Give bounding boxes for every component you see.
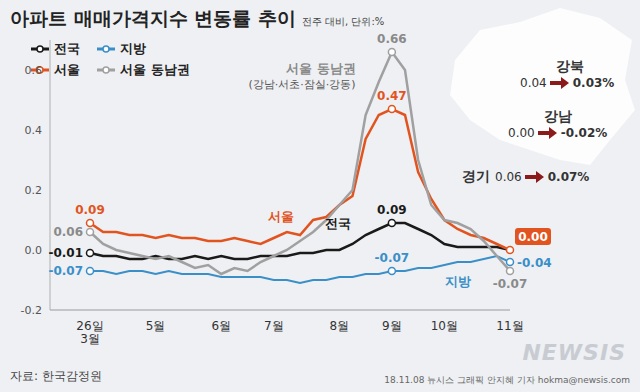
html-text:-0.02%: -0.02%	[560, 126, 608, 140]
svg-text:0.09: 0.09	[75, 203, 105, 217]
html-text:경기 0.06: 경기 0.06	[462, 168, 522, 184]
svg-text:10월: 10월	[431, 319, 458, 333]
html-text:지방: 지방	[120, 41, 146, 56]
svg-text:0.06: 0.06	[53, 225, 83, 239]
html-text:전국: 전국	[54, 41, 80, 56]
svg-text:0.0: 0.0	[25, 244, 43, 257]
html-text:0.00: 0.00	[508, 126, 535, 140]
html-text:아파트 매매가격지수 변동률 추이 전주 대비, 단위:%: 아파트 매매가격지수 변동률 추이 전주 대비, 단위:%	[10, 7, 385, 29]
svg-text:0.00: 0.00	[518, 230, 548, 244]
svg-text:3월: 3월	[80, 332, 100, 346]
html-text:자료: 한국감정원: 자료: 한국감정원	[10, 369, 102, 383]
html-text:강남: 강남	[544, 108, 572, 124]
svg-text:-0.2: -0.2	[21, 304, 42, 317]
svg-text:7월: 7월	[264, 319, 284, 333]
svg-text:-0.01: -0.01	[48, 246, 83, 260]
svg-text:8월: 8월	[330, 319, 350, 333]
svg-text:-0.07: -0.07	[48, 264, 83, 278]
svg-text:-0.04: -0.04	[517, 256, 552, 270]
html-text:NEWSIS: NEWSIS	[522, 340, 626, 365]
svg-text:26일: 26일	[76, 319, 103, 333]
html-text:0.07%: 0.07%	[547, 170, 590, 184]
html-text:서울 동남권: 서울 동남권	[120, 62, 190, 77]
svg-text:-0.07: -0.07	[375, 251, 410, 265]
svg-text:서울: 서울	[268, 209, 294, 224]
html-text:18.11.08 뉴시스 그래픽 안지혜 기자 hokma@: 18.11.08 뉴시스 그래픽 안지혜 기자 hokma@newsis.com	[384, 375, 630, 385]
svg-text:11월: 11월	[496, 319, 523, 333]
svg-text:0.2: 0.2	[25, 184, 43, 197]
svg-text:(강남·서초·잠실·강동): (강남·서초·잠실·강동)	[249, 78, 356, 91]
svg-text:0.66: 0.66	[377, 32, 407, 46]
html-text:서울: 서울	[54, 62, 80, 77]
svg-text:-0.07: -0.07	[493, 277, 528, 291]
svg-text:0.47: 0.47	[377, 89, 407, 103]
svg-text:9월: 9월	[382, 319, 402, 333]
svg-text:서울 동남권: 서울 동남권	[286, 61, 356, 76]
svg-text:0.4: 0.4	[25, 124, 43, 137]
html-text:0.03%: 0.03%	[572, 76, 615, 90]
html-text:0.04: 0.04	[520, 76, 547, 90]
svg-text:지방: 지방	[445, 274, 471, 289]
svg-text:6월: 6월	[211, 319, 231, 333]
svg-text:0.09: 0.09	[377, 203, 407, 217]
svg-text:0.6: 0.6	[25, 64, 43, 77]
svg-text:5월: 5월	[146, 319, 166, 333]
svg-text:전국: 전국	[325, 216, 351, 231]
html-text:강북: 강북	[556, 58, 584, 74]
